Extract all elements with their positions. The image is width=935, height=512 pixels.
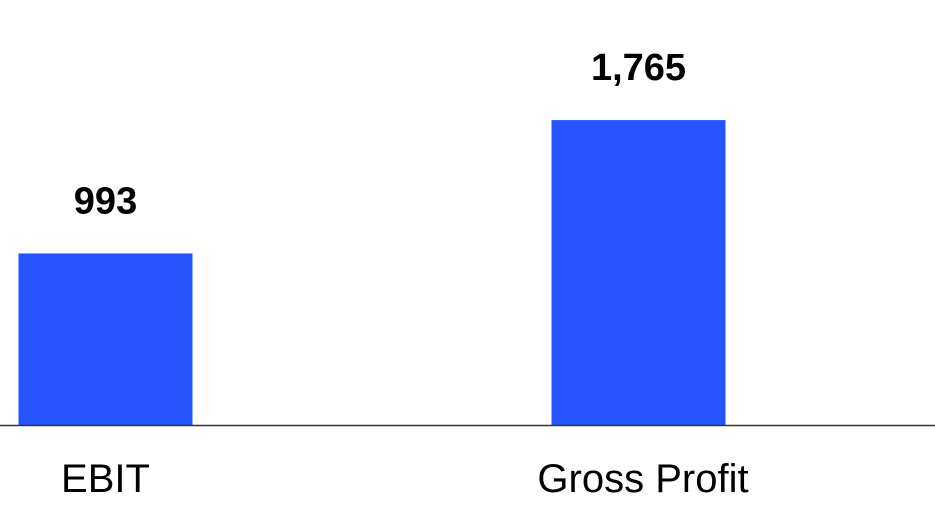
labels-layer: 993 EBIT 1,765 Gross Profit <box>61 47 749 501</box>
bars-layer <box>18 120 726 425</box>
bar-gross-profit <box>551 120 726 425</box>
bar-ebit <box>18 253 193 425</box>
x-tick-label-gross-profit: Gross Profit <box>537 457 748 501</box>
data-label-ebit: 993 <box>74 180 137 222</box>
x-tick-label-ebit: EBIT <box>61 457 150 501</box>
data-label-gross-profit: 1,765 <box>591 47 686 89</box>
